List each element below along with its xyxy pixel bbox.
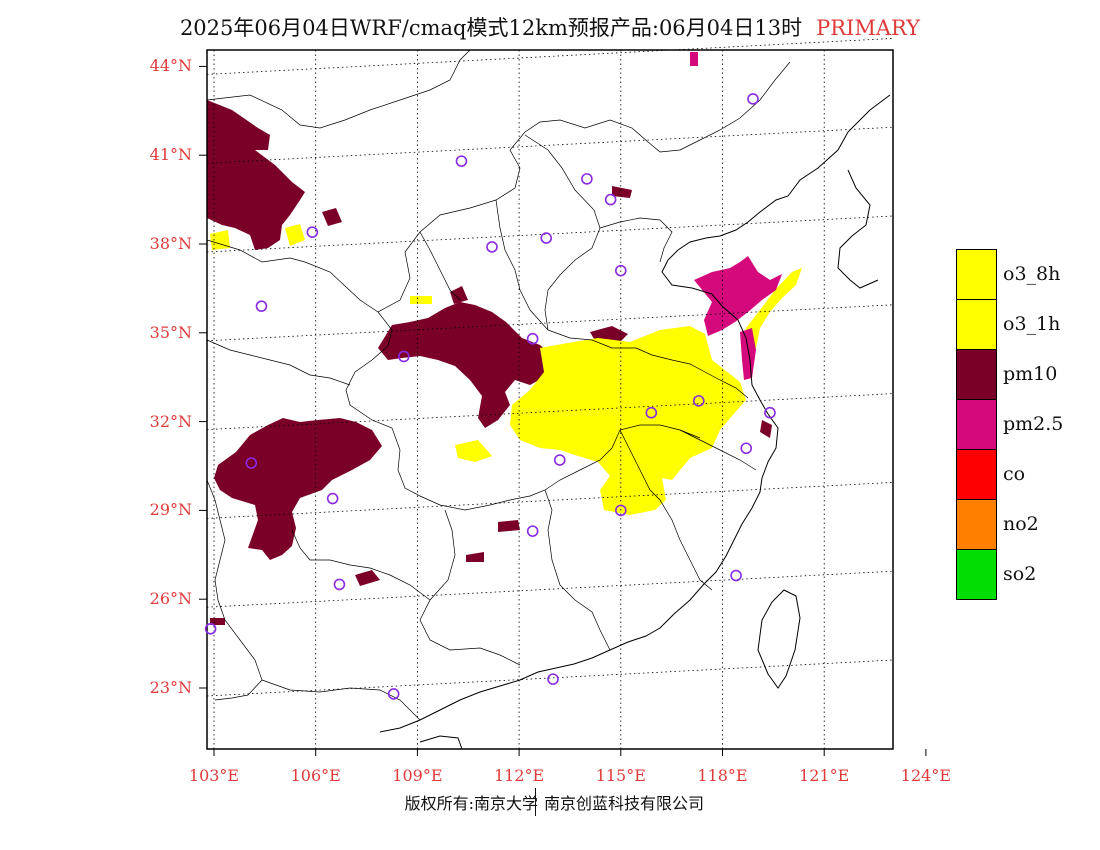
- lat-label: 44°N: [149, 56, 192, 76]
- lon-label: 103°E: [188, 766, 240, 785]
- station-marker: [306, 226, 319, 238]
- station-marker: [547, 673, 559, 685]
- legend-label-o3-1h: o3_1h: [1003, 313, 1061, 335]
- station-marker: [526, 332, 539, 345]
- legend-label-co: co: [1003, 463, 1026, 485]
- legend-swatch-pm10: [956, 349, 997, 400]
- lat-label: 29°N: [149, 500, 192, 520]
- pm10-area-small-5: [355, 570, 380, 586]
- pm10-area-sichuan: [214, 418, 382, 560]
- map-frame: [206, 49, 894, 750]
- pm10-area-small-4: [498, 520, 520, 532]
- pm25-area-north: [690, 52, 698, 66]
- o3-area-strip: [410, 296, 432, 304]
- lon-label: 118°E: [697, 766, 748, 785]
- pm10-area-small-9: [466, 552, 484, 562]
- legend-label-pm25: pm2.5: [1003, 413, 1064, 435]
- o3-area-west-1: [210, 230, 230, 250]
- o3-area-west-2: [285, 224, 305, 246]
- station-marker: [740, 442, 753, 455]
- station-marker: [540, 232, 553, 244]
- parallel-line: [206, 570, 894, 608]
- pm10-area-small-3: [450, 286, 468, 304]
- lon-label: 106°E: [290, 766, 341, 785]
- legend-label-so2: so2: [1003, 563, 1037, 585]
- o3-area-central-east: [510, 326, 746, 515]
- station-marker: [255, 300, 268, 312]
- station-marker: [526, 525, 539, 537]
- footer-divider: [535, 788, 536, 816]
- copyright-company: 南京创蓝科技有限公司: [544, 794, 705, 813]
- station-marker: [398, 350, 410, 363]
- station-marker: [747, 93, 759, 105]
- lat-label: 38°N: [149, 234, 192, 253]
- lon-label: 112°E: [493, 766, 545, 785]
- legend-label-o3-8h: o3_8h: [1003, 263, 1061, 285]
- pm10-area-inner-mongolia: [207, 100, 305, 250]
- pm10-areas: [207, 100, 772, 625]
- pm10-area-small-7: [612, 186, 632, 198]
- station-marker: [764, 406, 776, 419]
- o3-area-hubei: [455, 440, 492, 462]
- legend-swatch-o3-1h: [956, 299, 997, 350]
- station-marker: [730, 569, 742, 582]
- pm25-area-shandong: [694, 256, 782, 336]
- station-marker: [204, 622, 217, 635]
- lon-label: 121°E: [799, 766, 850, 785]
- legend-label-pm10: pm10: [1003, 363, 1058, 385]
- pm10-area-small-6: [210, 618, 225, 625]
- legend-label-no2: no2: [1003, 513, 1039, 535]
- province-borders: [206, 49, 791, 721]
- parallel-line: [206, 126, 894, 164]
- station-marker: [645, 406, 658, 419]
- lat-label: 32°N: [149, 411, 192, 431]
- lon-label: 115°E: [595, 766, 646, 785]
- o3-areas: [210, 224, 802, 515]
- legend-swatch-pm25: [956, 399, 997, 450]
- station-marker: [387, 688, 400, 700]
- legend-swatch-no2: [956, 499, 997, 550]
- station-marker: [692, 395, 705, 407]
- lat-label: 23°N: [149, 678, 192, 697]
- station-marker: [581, 173, 593, 185]
- copyright-owner: 版权所有:南京大学: [404, 794, 538, 813]
- station-marker: [333, 578, 346, 591]
- map-title: 2025年06月04日WRF/cmaq模式12km预报产品:06月04日13时 P…: [0, 12, 1100, 42]
- lon-label: 124°E: [900, 766, 951, 785]
- legend-swatch-o3-8h: [956, 249, 997, 300]
- parallel-line: [206, 304, 894, 342]
- pm25-area-coast: [740, 328, 756, 380]
- coastline: [379, 94, 891, 733]
- station-marker: [486, 241, 498, 253]
- lat-label: 35°N: [149, 322, 192, 342]
- parallel-line: [206, 482, 894, 519]
- pm10-area-guanzhong: [378, 302, 552, 428]
- pm25-areas: [690, 52, 782, 380]
- taiwan-outline: [757, 589, 801, 689]
- lon-label: 109°E: [392, 766, 443, 785]
- station-marker: [614, 264, 627, 277]
- lat-label: 41°N: [149, 145, 192, 165]
- pm10-area-small-2: [322, 208, 342, 226]
- station-marker: [455, 155, 468, 167]
- parallel-line: [206, 38, 894, 75]
- parallel-line: [206, 393, 894, 430]
- lat-label: 26°N: [149, 589, 192, 609]
- station-markers: [204, 93, 776, 700]
- station-marker: [604, 193, 617, 206]
- station-marker: [553, 454, 566, 466]
- legend-swatch-so2: [956, 549, 997, 600]
- legend-swatch-co: [956, 449, 997, 500]
- pm10-area-small-8: [760, 420, 772, 438]
- title-main: 2025年06月04日WRF/cmaq模式12km预报产品:06月04日13时: [179, 16, 803, 40]
- hainan-outline: [419, 735, 463, 750]
- station-marker: [614, 504, 627, 517]
- parallel-line: [206, 659, 894, 697]
- title-primary-tag: PRIMARY: [816, 16, 921, 40]
- station-marker: [326, 492, 339, 505]
- korea-outline: [837, 169, 879, 289]
- station-marker: [245, 457, 258, 469]
